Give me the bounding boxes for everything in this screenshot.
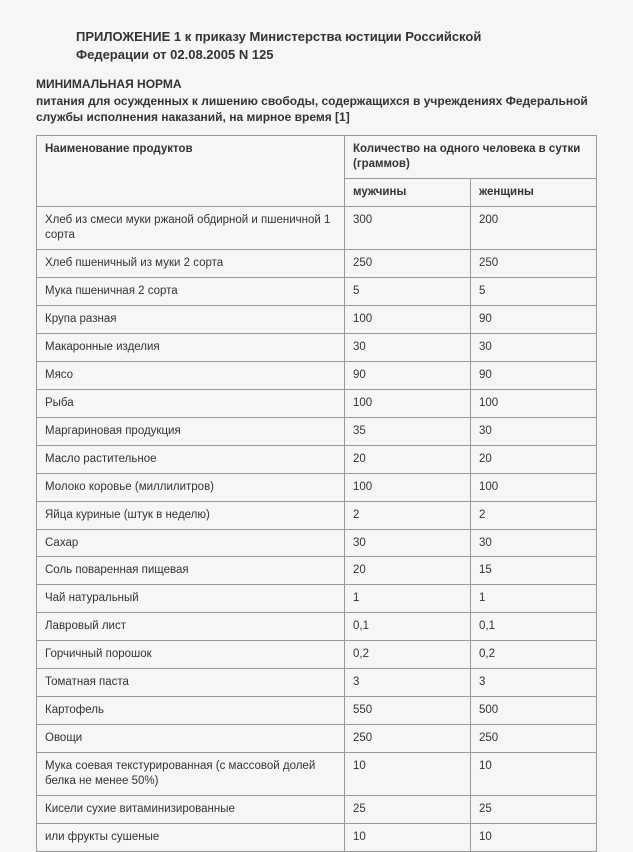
table-row: Мясо9090 xyxy=(37,361,597,389)
document-page: ПРИЛОЖЕНИЕ 1 к приказу Министерства юсти… xyxy=(0,0,633,852)
col-header-female: женщины xyxy=(471,179,597,207)
table-row: Горчичный порошок0,20,2 xyxy=(37,641,597,669)
cell-female-value: 10 xyxy=(471,823,597,851)
table-row: Хлеб пшеничный из муки 2 сорта250250 xyxy=(37,250,597,278)
cell-product-name: Соль поваренная пищевая xyxy=(37,557,345,585)
cell-female-value: 10 xyxy=(471,753,597,796)
cell-female-value: 30 xyxy=(471,333,597,361)
table-row: Чай натуральный11 xyxy=(37,585,597,613)
table-header-row-1: Наименование продуктов Количество на одн… xyxy=(37,136,597,179)
table-row: Соль поваренная пищевая2015 xyxy=(37,557,597,585)
cell-female-value: 100 xyxy=(471,389,597,417)
cell-male-value: 20 xyxy=(345,445,471,473)
cell-male-value: 10 xyxy=(345,823,471,851)
cell-product-name: Макаронные изделия xyxy=(37,333,345,361)
table-row: Макаронные изделия3030 xyxy=(37,333,597,361)
cell-male-value: 250 xyxy=(345,725,471,753)
table-row: Лавровый лист0,10,1 xyxy=(37,613,597,641)
cell-female-value: 3 xyxy=(471,669,597,697)
cell-product-name: Хлеб пшеничный из муки 2 сорта xyxy=(37,250,345,278)
table-row: Яйца куриные (штук в неделю)22 xyxy=(37,501,597,529)
table-row: Хлеб из смеси муки ржаной обдирной и пше… xyxy=(37,207,597,250)
cell-female-value: 500 xyxy=(471,697,597,725)
appendix-title: ПРИЛОЖЕНИЕ 1 к приказу Министерства юсти… xyxy=(76,28,536,63)
cell-male-value: 550 xyxy=(345,697,471,725)
cell-female-value: 15 xyxy=(471,557,597,585)
cell-female-value: 20 xyxy=(471,445,597,473)
table-row: Мука соевая текстурированная (с массовой… xyxy=(37,753,597,796)
cell-female-value: 250 xyxy=(471,725,597,753)
cell-product-name: Яйца куриные (штук в неделю) xyxy=(37,501,345,529)
cell-male-value: 100 xyxy=(345,389,471,417)
table-row: Сахар3030 xyxy=(37,529,597,557)
cell-male-value: 10 xyxy=(345,753,471,796)
cell-male-value: 90 xyxy=(345,361,471,389)
cell-product-name: Картофель xyxy=(37,697,345,725)
heading-block: МИНИМАЛЬНАЯ НОРМА питания для осужденных… xyxy=(36,77,597,125)
table-row: Овощи250250 xyxy=(37,725,597,753)
table-row: Мука пшеничная 2 сорта55 xyxy=(37,278,597,306)
cell-male-value: 35 xyxy=(345,417,471,445)
cell-product-name: Рыба xyxy=(37,389,345,417)
cell-product-name: Лавровый лист xyxy=(37,613,345,641)
cell-male-value: 0,1 xyxy=(345,613,471,641)
cell-male-value: 100 xyxy=(345,306,471,334)
cell-product-name: Хлеб из смеси муки ржаной обдирной и пше… xyxy=(37,207,345,250)
cell-female-value: 0,1 xyxy=(471,613,597,641)
min-norm-heading: МИНИМАЛЬНАЯ НОРМА xyxy=(36,77,597,91)
cell-male-value: 30 xyxy=(345,529,471,557)
cell-male-value: 5 xyxy=(345,278,471,306)
cell-product-name: Крупа разная xyxy=(37,306,345,334)
col-header-male: мужчины xyxy=(345,179,471,207)
cell-male-value: 1 xyxy=(345,585,471,613)
cell-product-name: Овощи xyxy=(37,725,345,753)
cell-female-value: 1 xyxy=(471,585,597,613)
cell-female-value: 90 xyxy=(471,361,597,389)
cell-female-value: 90 xyxy=(471,306,597,334)
cell-product-name: Горчичный порошок xyxy=(37,641,345,669)
col-header-product: Наименование продуктов xyxy=(37,136,345,207)
cell-product-name: Маргариновая продукция xyxy=(37,417,345,445)
table-row: Крупа разная10090 xyxy=(37,306,597,334)
cell-product-name: Молоко коровье (миллилитров) xyxy=(37,473,345,501)
cell-female-value: 30 xyxy=(471,417,597,445)
table-row: Рыба100100 xyxy=(37,389,597,417)
subtitle: питания для осужденных к лишению свободы… xyxy=(36,93,597,125)
cell-product-name: Мясо xyxy=(37,361,345,389)
cell-male-value: 30 xyxy=(345,333,471,361)
cell-male-value: 2 xyxy=(345,501,471,529)
cell-female-value: 0,2 xyxy=(471,641,597,669)
table-row: Картофель550500 xyxy=(37,697,597,725)
cell-product-name: Сахар xyxy=(37,529,345,557)
cell-male-value: 0,2 xyxy=(345,641,471,669)
cell-male-value: 100 xyxy=(345,473,471,501)
table-row: или фрукты сушеные1010 xyxy=(37,823,597,851)
table-row: Молоко коровье (миллилитров)100100 xyxy=(37,473,597,501)
cell-male-value: 3 xyxy=(345,669,471,697)
cell-female-value: 250 xyxy=(471,250,597,278)
table-row: Масло растительное2020 xyxy=(37,445,597,473)
cell-female-value: 100 xyxy=(471,473,597,501)
cell-product-name: Мука соевая текстурированная (с массовой… xyxy=(37,753,345,796)
cell-female-value: 200 xyxy=(471,207,597,250)
cell-male-value: 250 xyxy=(345,250,471,278)
cell-product-name: Мука пшеничная 2 сорта xyxy=(37,278,345,306)
cell-product-name: Томатная паста xyxy=(37,669,345,697)
table-row: Томатная паста33 xyxy=(37,669,597,697)
cell-male-value: 300 xyxy=(345,207,471,250)
table-row: Маргариновая продукция3530 xyxy=(37,417,597,445)
cell-male-value: 20 xyxy=(345,557,471,585)
cell-female-value: 30 xyxy=(471,529,597,557)
col-header-quantity: Количество на одного человека в сутки (г… xyxy=(345,136,597,179)
cell-product-name: Масло растительное xyxy=(37,445,345,473)
cell-product-name: или фрукты сушеные xyxy=(37,823,345,851)
cell-product-name: Чай натуральный xyxy=(37,585,345,613)
cell-female-value: 5 xyxy=(471,278,597,306)
cell-female-value: 2 xyxy=(471,501,597,529)
nutrition-table: Наименование продуктов Количество на одн… xyxy=(36,135,597,851)
